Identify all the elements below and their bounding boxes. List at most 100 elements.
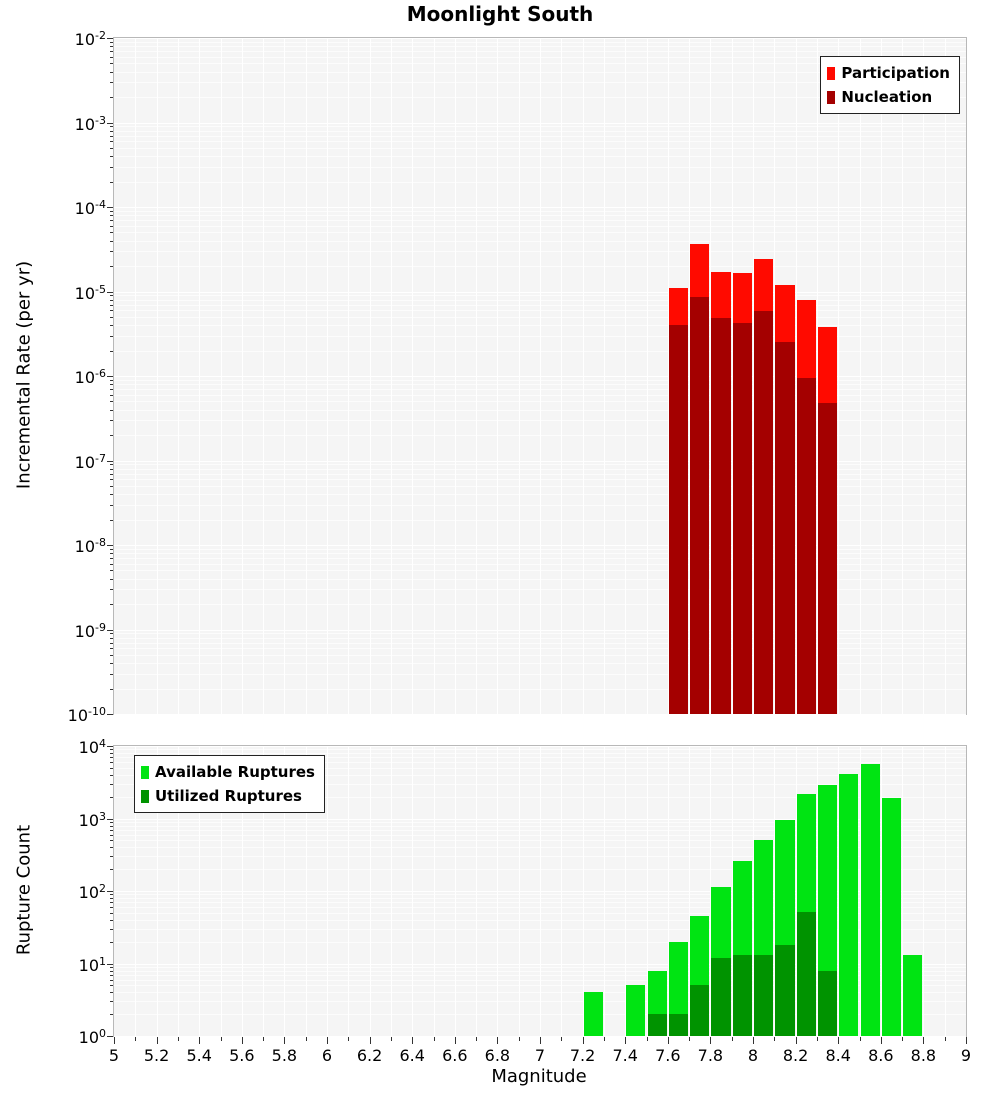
y-tick-minor — [110, 181, 113, 183]
y-tick-label: 10-6 — [74, 366, 106, 388]
y-tick-minor — [110, 316, 113, 318]
gridline-horizontal-minor — [114, 130, 966, 132]
rate-legend: Participation Nucleation — [820, 56, 960, 114]
nucleation-bar — [775, 342, 795, 714]
y-tick-minor — [110, 210, 113, 212]
gridline-horizontal-minor — [114, 648, 966, 650]
magnitude-axis-title: Magnitude — [491, 1066, 587, 1087]
y-tick-minor — [110, 401, 113, 403]
y-tick-minor — [110, 51, 113, 53]
gridline-horizontal-minor — [114, 51, 966, 53]
gridline-horizontal-minor — [114, 225, 966, 227]
y-tick-minor — [110, 688, 113, 690]
x-tick — [966, 1037, 967, 1044]
y-tick — [107, 291, 113, 293]
gridline-horizontal-minor — [114, 834, 966, 836]
available-ruptures-bar — [583, 992, 603, 1036]
gridline-horizontal-minor — [114, 821, 966, 823]
gridline-horizontal-minor — [114, 840, 966, 842]
y-tick-minor — [110, 825, 113, 827]
x-tick — [816, 1037, 818, 1041]
gridline-horizontal-minor — [114, 435, 966, 437]
y-tick — [107, 746, 113, 747]
utilized-ruptures-bar — [817, 970, 838, 1036]
y-tick-label: 10-5 — [74, 282, 106, 303]
y-tick-minor — [110, 774, 113, 776]
y-tick — [107, 1036, 113, 1037]
y-tick-label: 104 — [78, 736, 106, 758]
x-tick-label: 6.8 — [484, 1046, 511, 1065]
nucleation-bar — [690, 297, 710, 714]
y-tick-minor — [110, 762, 113, 764]
nucleation-bar — [796, 377, 816, 714]
y-tick-minor — [110, 548, 113, 550]
x-tick-label: 5.8 — [271, 1046, 298, 1065]
gridline-horizontal-minor — [114, 295, 966, 297]
y-tick — [107, 38, 113, 39]
y-tick-label: 100 — [78, 1026, 106, 1048]
y-tick — [107, 714, 113, 715]
gridline-horizontal-minor — [114, 829, 966, 831]
x-tick-label: 8.4 — [825, 1046, 851, 1065]
gridline-horizontal-minor — [114, 401, 966, 403]
y-tick-minor — [110, 225, 113, 227]
x-tick — [369, 1037, 371, 1044]
y-tick-minor — [110, 299, 113, 301]
gridline-horizontal-minor — [114, 232, 966, 234]
gridline-horizontal-minor — [114, 316, 966, 318]
x-tick-label: 8.6 — [868, 1046, 894, 1065]
gridline-horizontal-minor — [114, 825, 966, 827]
y-tick-minor — [110, 663, 113, 665]
x-tick — [518, 1037, 520, 1041]
gridline-horizontal-minor — [114, 220, 966, 222]
available-ruptures-bar — [903, 955, 923, 1036]
y-tick-label: 101 — [78, 954, 106, 975]
nucleation-bar — [817, 402, 838, 714]
y-tick-minor — [110, 992, 113, 994]
y-tick-minor — [110, 633, 113, 635]
y-tick-minor — [110, 325, 113, 327]
legend-label: Nucleation — [841, 88, 933, 106]
available-ruptures-bar — [860, 764, 880, 1036]
x-tick — [135, 1037, 137, 1041]
x-tick — [497, 1037, 499, 1044]
y-tick-label: 10-8 — [74, 535, 106, 557]
y-tick — [107, 891, 113, 892]
utilized-ruptures-bar — [754, 955, 774, 1036]
y-tick-minor — [110, 912, 113, 914]
x-tick — [241, 1037, 243, 1044]
gridline-horizontal-minor — [114, 974, 966, 976]
x-tick — [156, 1037, 158, 1044]
y-tick-minor — [110, 389, 113, 391]
gridline-horizontal — [114, 714, 966, 715]
x-tick-label: 6 — [321, 1046, 333, 1065]
gridline-horizontal-minor — [114, 847, 966, 849]
x-tick-label: 8.2 — [782, 1046, 809, 1065]
y-tick-minor — [110, 919, 113, 921]
gridline-horizontal-minor — [114, 394, 966, 396]
y-tick-minor — [110, 642, 113, 644]
gridline-horizontal-minor — [114, 251, 966, 253]
legend-item: Utilized Ruptures — [141, 784, 315, 808]
gridline-horizontal-minor — [114, 749, 966, 751]
y-tick-minor — [110, 464, 113, 466]
x-tick-label: 5.4 — [186, 1046, 212, 1065]
y-tick-minor — [110, 141, 113, 143]
y-tick-minor — [110, 558, 113, 560]
y-tick-minor — [110, 220, 113, 222]
x-tick — [731, 1037, 733, 1041]
gridline-horizontal — [114, 891, 966, 892]
y-tick-label: 10-10 — [67, 704, 106, 726]
y-tick-minor — [110, 41, 113, 43]
gridline-horizontal-minor — [114, 63, 966, 65]
gridline-horizontal-minor — [114, 767, 966, 769]
y-tick — [107, 376, 113, 377]
x-tick — [327, 1037, 328, 1044]
y-tick-minor — [110, 970, 113, 972]
y-tick-minor — [110, 384, 113, 386]
y-tick-minor — [110, 485, 113, 487]
gridline-horizontal-minor — [114, 966, 966, 968]
gridline-horizontal-minor — [114, 898, 966, 900]
gridline-horizontal — [114, 460, 966, 462]
x-tick-label: 6.2 — [356, 1046, 383, 1065]
